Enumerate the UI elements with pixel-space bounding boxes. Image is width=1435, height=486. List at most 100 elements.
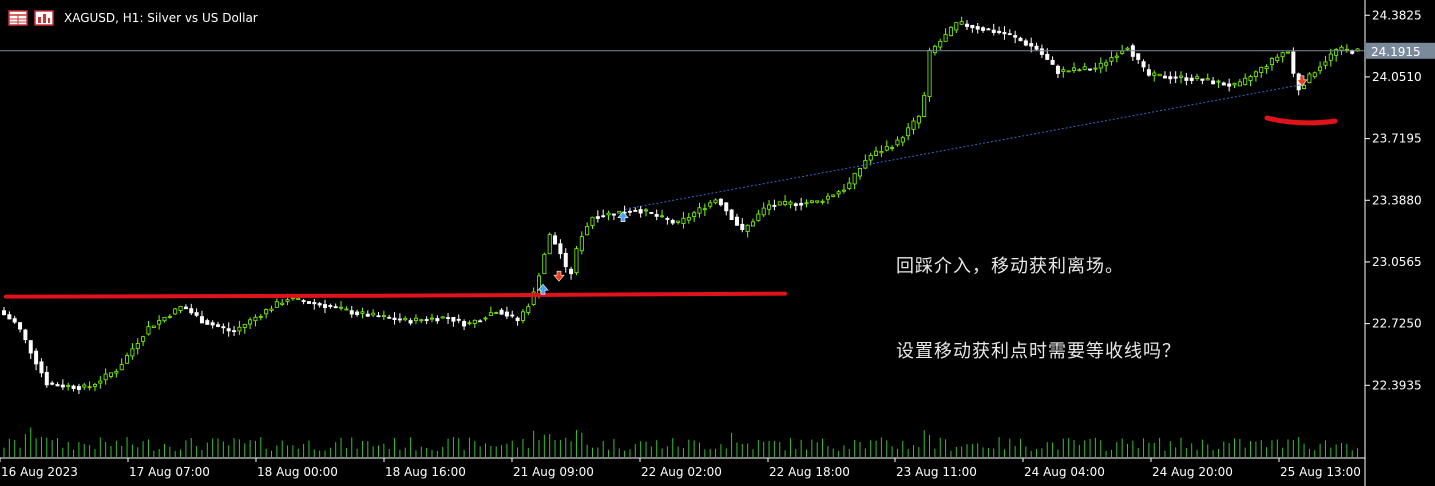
bear-candle <box>424 319 429 321</box>
symbol-title: XAGUSD, H1: Silver vs US Dollar <box>64 11 258 25</box>
bull-candle <box>777 201 782 206</box>
bull-candle <box>173 308 178 315</box>
bull-candle <box>542 253 547 275</box>
bear-candle <box>28 340 33 354</box>
bull-candle <box>879 150 884 154</box>
price-tick-label: 22.7250 <box>1372 317 1422 331</box>
bear-candle <box>1162 75 1167 79</box>
bull-candle <box>767 204 772 210</box>
bull-candle <box>1253 71 1258 77</box>
bull-candle <box>269 308 274 311</box>
bear-candle <box>654 214 659 217</box>
bear-candle <box>397 318 402 321</box>
current-price-label: 24.1915 <box>1371 45 1421 59</box>
bear-candle <box>558 243 563 255</box>
bull-candle <box>751 221 756 227</box>
bull-candle <box>606 212 611 216</box>
bull-candle <box>922 94 927 118</box>
bull-candle <box>788 201 793 205</box>
bull-candle <box>162 316 167 322</box>
bull-candle <box>847 182 852 189</box>
sell-arrow-icon <box>1296 75 1308 87</box>
bull-candle <box>1334 49 1339 56</box>
bull-candle <box>1072 67 1077 71</box>
bear-candle <box>1045 53 1050 60</box>
bear-candle <box>563 252 568 268</box>
bull-candle <box>109 372 114 377</box>
axis-frame <box>0 0 1366 486</box>
bull-candle <box>804 202 809 205</box>
bear-candle <box>510 314 515 317</box>
time-axis: 16 Aug 2023 17 Aug 07:00 18 Aug 00:00 18 Au… <box>0 458 1361 479</box>
bear-candle <box>39 361 44 374</box>
bear-candle <box>1200 78 1205 81</box>
bull-candle <box>1269 57 1274 66</box>
bear-candle <box>1227 83 1232 87</box>
bear-candle <box>23 329 28 341</box>
bull-candle <box>692 212 697 218</box>
annotation-question: 设置移动获利点时需要等收线吗？ <box>896 341 1181 362</box>
bear-candle <box>355 311 360 315</box>
bear-candle <box>1221 82 1226 86</box>
bull-candle <box>681 217 686 224</box>
support-line <box>4 291 787 299</box>
bull-candle <box>1237 81 1242 87</box>
bull-candle <box>820 200 825 203</box>
bull-candle <box>114 371 119 374</box>
bull-candle <box>617 210 622 214</box>
price-tick-label: 24.0510 <box>1372 70 1422 84</box>
annotation-entry-exit: 回踩介入，移动获利离场。 <box>896 256 1124 277</box>
bear-candle <box>553 235 558 245</box>
bull-candle <box>125 355 130 364</box>
bear-candle <box>50 382 55 385</box>
bear-candle <box>7 314 12 320</box>
bull-candle <box>825 195 830 200</box>
time-tick-label: 18 Aug 00:00 <box>257 465 338 479</box>
bull-candle <box>66 385 71 387</box>
bull-candle <box>895 139 900 146</box>
bull-candle <box>900 137 905 143</box>
bear-candle <box>12 318 17 323</box>
bull-candle <box>702 208 707 211</box>
price-tick-label: 23.7195 <box>1372 132 1422 146</box>
bull-candle <box>1216 80 1221 83</box>
bull-candle <box>708 202 713 207</box>
bull-candle <box>756 213 761 221</box>
sell-arrow-icon <box>553 270 565 282</box>
candles <box>2 16 1360 394</box>
bull-candle <box>285 299 290 302</box>
bull-candle <box>547 234 552 255</box>
bull-candle <box>258 315 263 318</box>
bear-candle <box>970 24 975 29</box>
bear-candle <box>408 320 413 324</box>
bull-candle <box>494 312 499 314</box>
price-tick-label: 22.3935 <box>1372 378 1422 392</box>
bear-candle <box>504 311 509 317</box>
highlight-mark <box>1264 115 1338 126</box>
bull-candle <box>264 309 269 315</box>
bear-candle <box>349 310 354 315</box>
bull-candle <box>360 311 365 314</box>
bear-candle <box>194 312 199 316</box>
bear-candle <box>306 301 311 304</box>
bull-candle <box>831 194 836 197</box>
bear-candle <box>633 210 638 212</box>
bull-candle <box>938 40 943 48</box>
bull-candle <box>248 319 253 325</box>
bear-candle <box>322 304 327 309</box>
bull-candle <box>371 312 376 316</box>
bear-candle <box>601 215 606 218</box>
bull-candle <box>429 317 434 320</box>
bear-candle <box>221 326 226 329</box>
bull-candle <box>237 326 242 332</box>
time-tick-label: 22 Aug 18:00 <box>769 465 850 479</box>
bear-candle <box>317 303 322 306</box>
bull-candle <box>296 297 301 300</box>
bar-chart-icon[interactable] <box>34 10 54 26</box>
bull-candle <box>1109 57 1114 62</box>
table-icon[interactable] <box>8 10 28 26</box>
bull-candle <box>1275 56 1280 62</box>
bear-candle <box>975 26 980 30</box>
bull-candle <box>1077 69 1082 72</box>
